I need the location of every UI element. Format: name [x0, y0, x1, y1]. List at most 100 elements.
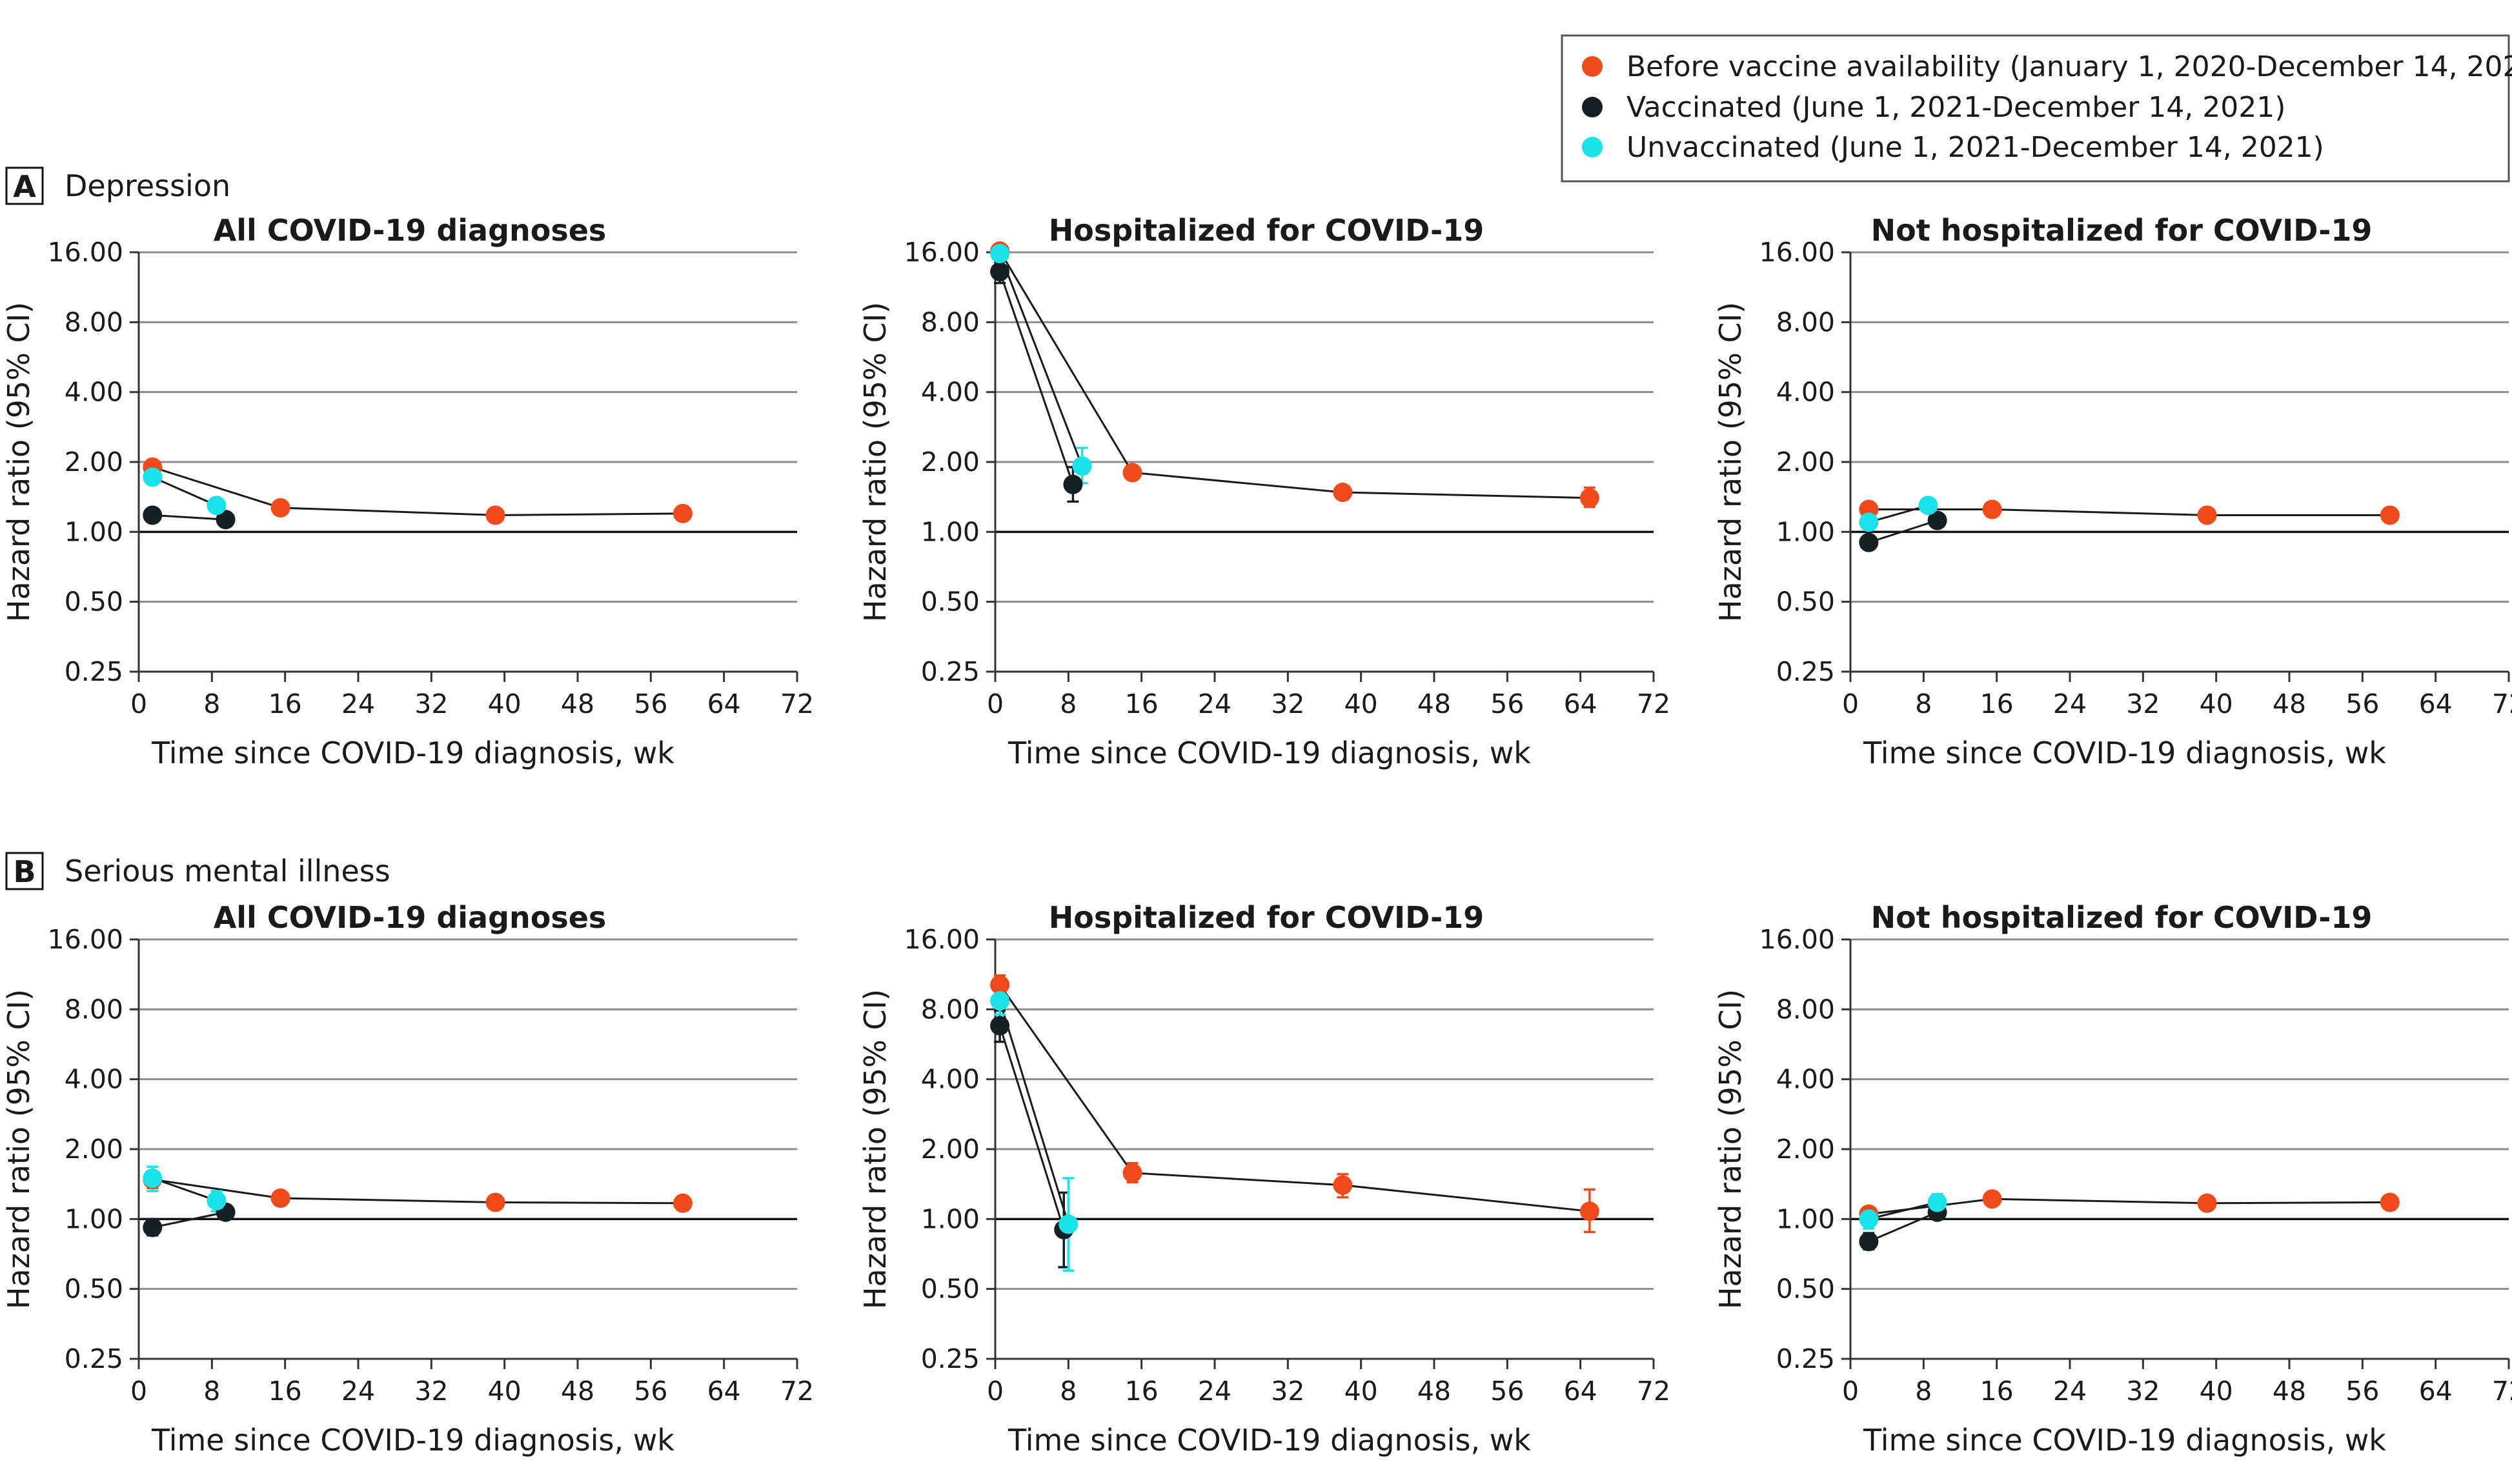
series-line-before: [998, 984, 1590, 1212]
y-axis-title: Hazard ratio (95% CI): [858, 302, 893, 622]
point-unvaccinated: [1058, 1214, 1079, 1234]
series-line-before: [998, 250, 1590, 499]
y-tick-label: 8.00: [921, 306, 980, 337]
panel-b-3: Not hospitalized for COVID-19 0.25 0.50 1.0…: [1713, 900, 2512, 1458]
panel-title: All COVID-19 diagnoses: [214, 900, 607, 935]
point-before: [485, 505, 505, 525]
point-unvaccinated: [990, 243, 1010, 263]
x-tick-label: 40: [2200, 1376, 2233, 1407]
point-before: [270, 497, 290, 517]
panel-a-1: All COVID-19 diagnoses 0.25 0.50 1.00 2.00 4.…: [1, 213, 814, 770]
y-tick-label: 0.25: [65, 1343, 123, 1374]
y-tick-label: 2.00: [1776, 446, 1835, 477]
x-tick-label: 24: [2053, 688, 2087, 719]
x-tick-label: 8: [203, 688, 220, 719]
x-tick-label: 0: [1842, 1376, 1859, 1407]
x-tick-label: 64: [707, 688, 741, 719]
x-tick-label: 0: [987, 1376, 1004, 1407]
point-vaccinated: [1859, 532, 1879, 552]
panel-a-3: Not hospitalized for COVID-19 0.25 0.50 1.0…: [1713, 213, 2512, 770]
point-before: [2380, 1192, 2400, 1212]
point-vaccinated: [990, 262, 1010, 282]
panel-title: Not hospitalized for COVID-19: [1871, 213, 2373, 248]
x-tick-label: 56: [1490, 688, 1524, 719]
x-tick-label: 40: [488, 688, 522, 719]
x-tick-label: 56: [1490, 1376, 1524, 1407]
y-tick-label: 0.25: [921, 656, 980, 687]
y-tick-label: 2.00: [65, 446, 123, 477]
series-line-vaccinated: [998, 271, 1074, 485]
y-tick-label: 1.00: [65, 516, 123, 547]
x-tick-label: 72: [1637, 688, 1670, 719]
x-axis-title: Time since COVID-19 diagnosis, wk: [151, 736, 674, 770]
series-line-vaccinated: [152, 1211, 226, 1228]
point-unvaccinated: [1927, 1192, 1947, 1212]
point-before: [1579, 488, 1599, 508]
x-axis-title: Time since COVID-19 diagnosis, wk: [151, 1423, 674, 1458]
panel-a-2: Hospitalized for COVID-19 0.25 0.50 1.00 2.0…: [858, 213, 1670, 770]
point-before: [270, 1188, 290, 1208]
y-tick-label: 1.00: [921, 1203, 980, 1234]
x-tick-label: 24: [1198, 1376, 1231, 1407]
x-tick-label: 16: [268, 1376, 302, 1407]
x-tick-label: 16: [1980, 1376, 2014, 1407]
section-a-title: Depression: [65, 168, 230, 203]
point-unvaccinated: [143, 467, 163, 487]
series-line-unvaccinated: [998, 1000, 1069, 1225]
panel-title: Hospitalized for COVID-19: [1049, 900, 1484, 935]
section-a-letter: A: [13, 169, 36, 204]
x-tick-label: 72: [1637, 1376, 1670, 1407]
x-tick-label: 32: [2126, 1376, 2160, 1407]
y-axis-title: Hazard ratio (95% CI): [1713, 302, 1748, 622]
y-tick-label: 1.00: [65, 1203, 123, 1234]
y-tick-label: 16.00: [904, 924, 980, 955]
x-tick-label: 24: [2053, 1376, 2087, 1407]
panel-title: Not hospitalized for COVID-19: [1871, 900, 2373, 935]
x-axis-title: Time since COVID-19 diagnosis, wk: [1008, 1423, 1531, 1458]
y-tick-label: 16.00: [48, 924, 123, 955]
y-tick-label: 4.00: [1776, 1064, 1835, 1095]
series-line-unvaccinated: [152, 1177, 217, 1202]
y-tick-label: 0.50: [65, 587, 123, 617]
x-tick-label: 40: [2200, 688, 2233, 719]
point-before: [1982, 499, 2002, 519]
x-tick-label: 64: [2419, 1376, 2453, 1407]
y-tick-label: 4.00: [65, 1064, 123, 1095]
y-axis-title: Hazard ratio (95% CI): [1713, 989, 1748, 1309]
point-before: [1333, 483, 1353, 503]
point-vaccinated: [143, 505, 163, 525]
series-line-before: [152, 466, 683, 516]
series-line-unvaccinated: [1868, 1201, 1938, 1220]
x-tick-label: 32: [2126, 688, 2160, 719]
point-unvaccinated: [1859, 512, 1879, 532]
point-before: [2197, 505, 2217, 525]
section-b-letter: B: [13, 854, 35, 889]
point-before: [673, 1193, 693, 1213]
section-a-letter-box: [5, 166, 44, 205]
x-tick-label: 32: [1271, 1376, 1304, 1407]
x-tick-label: 16: [268, 688, 302, 719]
x-tick-label: 72: [780, 1376, 814, 1407]
x-tick-label: 64: [1564, 688, 1597, 719]
section-b-letter-box: [5, 852, 44, 890]
series-line-unvaccinated: [1868, 504, 1929, 523]
x-tick-label: 32: [414, 688, 448, 719]
point-vaccinated: [1927, 510, 1947, 530]
point-vaccinated: [1859, 1232, 1879, 1252]
series-line-unvaccinated: [152, 476, 218, 506]
y-tick-label: 4.00: [1776, 377, 1835, 408]
point-unvaccinated: [1918, 496, 1938, 516]
point-before: [1122, 1163, 1142, 1183]
x-axis-title: Time since COVID-19 diagnosis, wk: [1863, 736, 2386, 770]
x-tick-label: 48: [1417, 688, 1451, 719]
y-tick-label: 8.00: [1776, 306, 1835, 337]
x-tick-label: 16: [1125, 688, 1159, 719]
y-tick-label: 16.00: [1759, 237, 1835, 268]
y-axis-title: Hazard ratio (95% CI): [1, 302, 36, 622]
x-tick-label: 0: [1842, 688, 1859, 719]
series-line-vaccinated: [152, 514, 226, 521]
y-tick-label: 8.00: [1776, 994, 1835, 1025]
y-tick-label: 0.50: [65, 1274, 123, 1305]
x-tick-label: 0: [130, 688, 147, 719]
